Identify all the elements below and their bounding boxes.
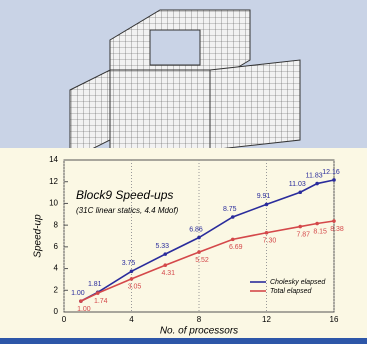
value-label: 7.30	[263, 238, 277, 245]
slide: Block9 Speed-ups (31C linear statics, 4.…	[0, 0, 367, 344]
value-label: 8.38	[330, 226, 344, 233]
bottom-strip	[0, 338, 367, 344]
mesh-model	[70, 10, 300, 160]
point	[265, 231, 269, 235]
x-tick-label: 12	[262, 315, 271, 324]
y-tick-label: 14	[49, 155, 58, 164]
point	[315, 222, 319, 226]
point	[197, 250, 201, 254]
point	[130, 277, 134, 281]
value-label: 6.69	[229, 244, 243, 251]
value-label: 11.03	[289, 181, 306, 188]
y-axis-label: Speed-up	[33, 214, 44, 258]
point	[298, 225, 302, 229]
value-label: 5.52	[195, 257, 209, 264]
y-tick-label: 0	[54, 307, 59, 316]
y-tick-label: 8	[54, 220, 59, 229]
y-tick-label: 4	[54, 264, 59, 273]
point	[96, 291, 100, 295]
value-label: 3.05	[128, 284, 142, 291]
point	[315, 182, 319, 186]
legend-label: Total elapsed	[270, 288, 312, 295]
point	[332, 178, 336, 182]
value-label: 8.15	[313, 228, 327, 235]
y-tick-label: 2	[54, 285, 59, 294]
value-label: 6.86	[189, 226, 203, 233]
value-label: 9.91	[257, 193, 271, 200]
point	[163, 263, 167, 267]
point	[231, 238, 235, 242]
x-axis-label: No. of processors	[160, 326, 238, 337]
y-tick-label: 6	[54, 242, 59, 251]
value-label: 1.00	[71, 290, 85, 297]
point	[231, 215, 235, 219]
point	[163, 252, 167, 256]
x-tick-label: 0	[62, 315, 67, 324]
value-label: 1.81	[88, 281, 102, 288]
legend-label: Cholesky elapsed	[270, 279, 326, 286]
x-tick-label: 16	[330, 315, 339, 324]
value-label: 4.31	[161, 270, 175, 277]
value-label: 5.33	[155, 243, 169, 250]
point	[130, 269, 134, 273]
chart-title: Block9 Speed-ups	[76, 188, 173, 202]
value-label: 8.75	[223, 206, 237, 213]
value-label: 1.74	[94, 298, 108, 305]
value-label: 12.16	[322, 169, 340, 176]
value-label: 3.75	[122, 260, 136, 267]
value-label: 7.87	[296, 231, 310, 238]
point	[265, 203, 269, 207]
chart-subtitle: (31C linear statics, 4.4 Mdof)	[76, 206, 179, 215]
value-label: 11.83	[306, 172, 323, 179]
y-tick-label: 12	[49, 177, 58, 186]
y-tick-label: 10	[49, 199, 58, 208]
x-tick-label: 4	[129, 315, 134, 324]
x-tick-label: 8	[197, 315, 202, 324]
point	[298, 190, 302, 194]
point	[197, 236, 201, 240]
value-label: 1.00	[77, 306, 91, 313]
point	[79, 299, 83, 303]
point	[332, 219, 336, 223]
